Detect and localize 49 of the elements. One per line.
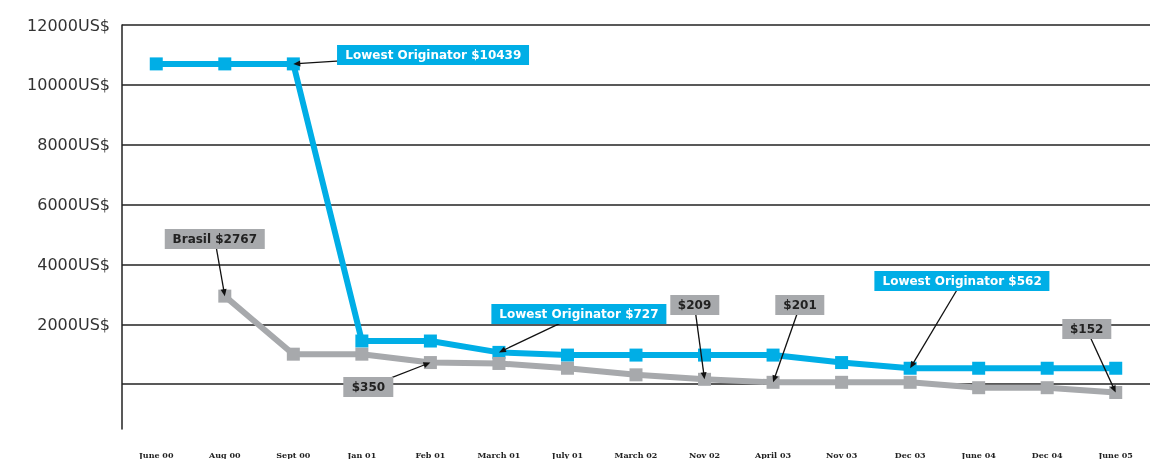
annotation: Lowest Originator $562 xyxy=(874,271,1050,292)
x-tick-label: Sept 00 xyxy=(276,450,311,459)
y-tick-label: 2000US$ xyxy=(37,314,110,334)
point xyxy=(1040,361,1054,375)
x-tick-label: Feb 01 xyxy=(415,450,446,459)
point xyxy=(629,348,643,362)
annotation: $209 xyxy=(669,295,720,316)
point xyxy=(903,375,917,389)
x-tick-label: June 04 xyxy=(960,450,997,459)
point xyxy=(560,361,574,375)
x-tick-label: July 01 xyxy=(550,450,584,459)
annotation: $350 xyxy=(343,376,394,397)
annotation: Brasil $2767 xyxy=(164,229,266,250)
x-tick-label: Aug 00 xyxy=(208,450,241,459)
x-tick-label: March 02 xyxy=(614,450,658,459)
x-tick-label: March 01 xyxy=(477,450,521,459)
point xyxy=(972,361,986,375)
point xyxy=(766,348,780,362)
x-tick-label: Nov 03 xyxy=(825,450,858,459)
point xyxy=(149,57,163,71)
annotation: $152 xyxy=(1062,319,1112,340)
y-tick-label: 6000US$ xyxy=(37,195,110,215)
point xyxy=(423,334,437,348)
y-tick-label: 4000US$ xyxy=(37,254,110,274)
x-tick-label: Dec 04 xyxy=(1031,450,1064,459)
point xyxy=(835,375,849,389)
point xyxy=(286,347,300,361)
point xyxy=(972,381,986,395)
x-tick-label: June 05 xyxy=(1097,450,1133,459)
annotation: $201 xyxy=(775,295,825,316)
annotation: Lowest Originator $10439 xyxy=(337,44,530,65)
y-tick-label: 12000US$ xyxy=(27,15,110,35)
point xyxy=(1109,361,1123,375)
y-tick-label: 8000US$ xyxy=(37,135,110,155)
x-tick-label: Jan 01 xyxy=(346,450,377,459)
x-tick-label: April 03 xyxy=(754,450,792,459)
point xyxy=(835,356,849,370)
annotation: Lowest Originator $727 xyxy=(491,304,667,325)
point xyxy=(355,347,369,361)
point xyxy=(629,368,643,382)
point xyxy=(492,356,506,370)
point xyxy=(1040,381,1054,395)
x-tick-label: Nov 02 xyxy=(688,450,721,459)
point xyxy=(355,334,369,348)
x-tick-label: June 00 xyxy=(138,450,174,459)
x-tick-label: Dec 03 xyxy=(894,450,926,459)
point xyxy=(560,348,574,362)
y-tick-label: 10000US$ xyxy=(27,75,110,95)
point xyxy=(218,57,232,71)
